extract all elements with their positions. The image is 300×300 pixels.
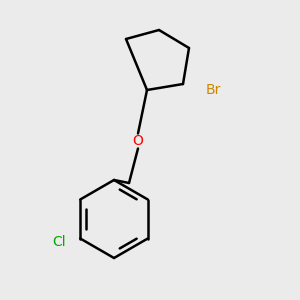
Text: Br: Br [206,83,221,97]
Text: O: O [133,134,143,148]
Text: Cl: Cl [52,235,65,248]
